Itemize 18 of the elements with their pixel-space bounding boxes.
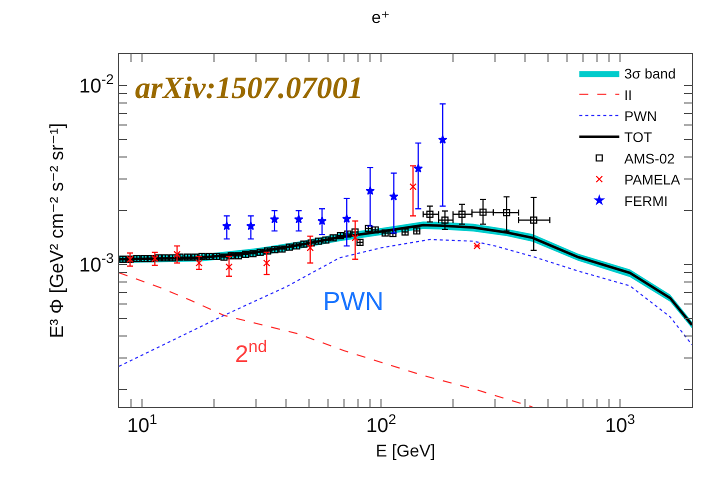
y-tick-label: 10$^{-2}$ (79, 71, 114, 98)
annotation: arXiv:1507.07001 (135, 70, 364, 105)
legend-label: AMS-02 (624, 150, 676, 166)
x-tick-label: 10$^{2}$ (366, 410, 396, 438)
annotation: PWN (323, 286, 384, 316)
legend-label: 3σ band (624, 66, 676, 82)
x-tick-label: 10$^{1}$ (127, 410, 158, 438)
x-axis-title: E [GeV] (376, 442, 436, 460)
legend-label: II (624, 86, 632, 103)
y-axis-title: E³ Φ [GeV² cm⁻² s⁻² sr⁻¹] (47, 122, 68, 338)
annotation: 2$^{nd}$ (235, 337, 268, 368)
chart-title: e⁺ (371, 8, 390, 28)
legend-label: PAMELA (624, 172, 681, 188)
legend-label: PWN (624, 108, 657, 124)
legend-label: TOT (624, 129, 652, 146)
legend-label: FERMI (624, 192, 668, 209)
x-tick-label: 10$^{3}$ (605, 410, 636, 438)
y-tick-label: 10$^{-3}$ (79, 250, 114, 277)
